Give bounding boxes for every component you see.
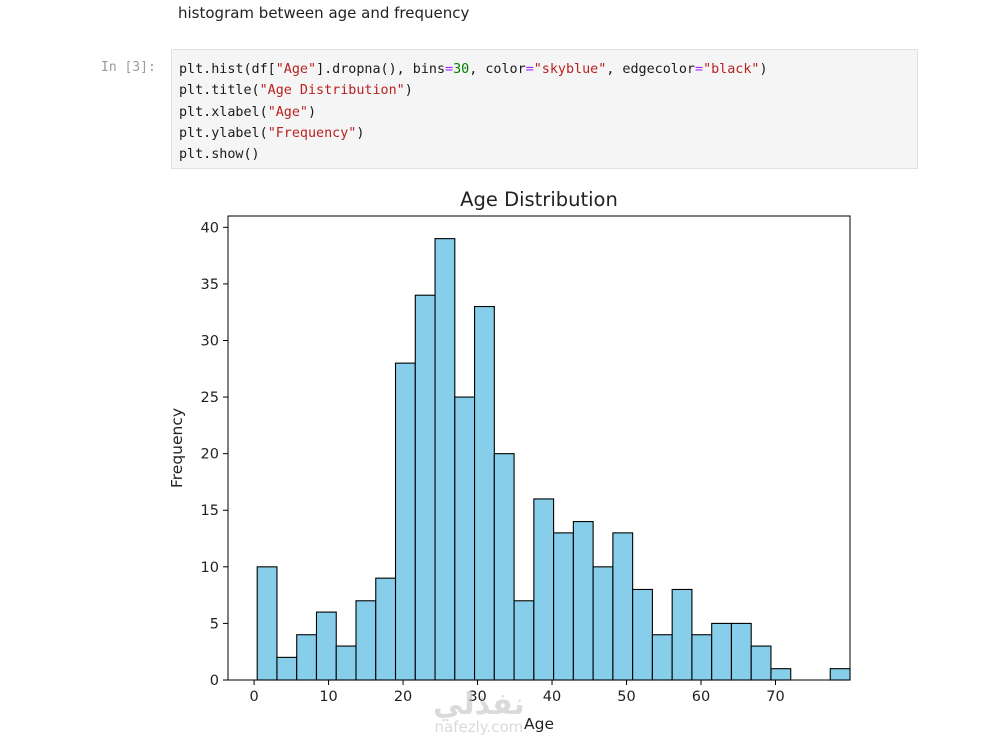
code-token: ].dropna(), bins	[316, 62, 446, 77]
code-token: "Age Distribution"	[259, 83, 405, 99]
code-token: plt.hist(df[	[179, 62, 276, 77]
y-tick-label: 5	[210, 616, 219, 632]
histogram-bar	[829, 668, 851, 681]
code-token: plt.xlabel(	[179, 104, 268, 120]
y-axis-label: Frequency	[168, 408, 186, 488]
histogram-bar	[493, 453, 515, 681]
code-line: plt.hist(df["Age"].dropna(), bins=30, co…	[179, 62, 768, 77]
histogram-bar	[533, 498, 555, 681]
histogram-bar	[691, 634, 713, 681]
chart-title: Age Distribution	[460, 188, 618, 211]
watermark: نفذلي nafezly.com	[433, 690, 525, 735]
watermark-latin: nafezly.com	[434, 718, 524, 736]
code-token: =	[525, 62, 534, 77]
x-axis-label: Age	[524, 715, 554, 733]
x-tick-label: 70	[766, 689, 784, 705]
code-token: )	[356, 125, 365, 141]
x-tick-label: 30	[468, 689, 486, 705]
code-token: =	[445, 62, 454, 77]
x-tick-label: 40	[543, 689, 561, 705]
code-cell[interactable]: plt.hist(df["Age"].dropna(), bins=30, co…	[171, 49, 918, 169]
histogram-bar	[651, 634, 673, 681]
histogram-bar	[730, 622, 752, 681]
code-line: plt.ylabel("Frequency")	[179, 126, 364, 141]
histogram-bar	[315, 611, 337, 681]
y-tick-label: 20	[201, 447, 219, 463]
code-token: )	[308, 104, 317, 120]
code-token: "Frequency"	[267, 125, 357, 141]
code-editor[interactable]: plt.hist(df["Age"].dropna(), bins=30, co…	[179, 59, 768, 165]
x-tick-label: 0	[249, 689, 258, 705]
cell-prompt: In [3]:	[101, 60, 156, 75]
x-tick-label: 50	[617, 689, 635, 705]
code-token: plt.title(	[179, 83, 260, 99]
histogram-bar	[711, 622, 732, 681]
x-tick-label: 60	[692, 689, 710, 705]
histogram-bar	[632, 588, 653, 681]
histogram-bar	[375, 577, 397, 681]
histogram-bar	[572, 521, 594, 681]
code-token: =	[695, 62, 704, 77]
code-token: 30	[453, 62, 470, 77]
code-token: "Age"	[275, 62, 317, 77]
histogram-bar	[474, 305, 495, 681]
histogram-bar	[553, 532, 574, 681]
histogram-bar	[671, 588, 693, 681]
watermark-arabic: نفذلي	[433, 687, 525, 722]
y-tick-label: 40	[201, 220, 219, 236]
histogram-bar	[296, 634, 318, 681]
histogram-bar	[276, 656, 298, 681]
y-tick-label: 0	[210, 673, 219, 689]
y-tick-label: 30	[201, 333, 219, 349]
code-line: plt.xlabel("Age")	[179, 105, 316, 120]
histogram-bar	[434, 238, 456, 681]
histogram-bar	[612, 532, 634, 681]
histogram-bar	[454, 396, 476, 681]
code-line: plt.show()	[179, 147, 260, 162]
markdown-text: histogram between age and frequency	[178, 4, 470, 22]
code-token: plt.ylabel(	[179, 125, 268, 141]
code-token: )	[404, 83, 413, 99]
code-token: , edgecolor	[606, 62, 695, 77]
histogram-bar	[355, 600, 377, 681]
histogram-bar	[256, 566, 278, 681]
histogram-bar	[394, 362, 416, 681]
code-token: "Age"	[267, 104, 308, 120]
histogram-bar	[335, 645, 357, 681]
x-tick-label: 20	[394, 689, 412, 705]
code-token: plt.show()	[179, 147, 260, 163]
y-tick-label: 10	[201, 560, 219, 576]
plot-frame	[227, 215, 851, 681]
y-tick-label: 25	[201, 390, 219, 406]
histogram-bar	[414, 294, 436, 681]
y-tick-label: 15	[201, 503, 219, 519]
code-line: plt.title("Age Distribution")	[179, 83, 413, 98]
code-token: "black"	[703, 62, 760, 77]
histogram-bar	[592, 566, 614, 681]
x-tick-label: 10	[319, 689, 337, 705]
code-token: "skyblue"	[533, 62, 607, 77]
y-tick-label: 35	[201, 277, 219, 293]
code-token: )	[759, 62, 768, 77]
histogram-bar	[513, 600, 535, 681]
histogram-bar	[750, 645, 772, 681]
code-token: , color	[469, 62, 526, 77]
histogram-bar	[770, 668, 792, 681]
